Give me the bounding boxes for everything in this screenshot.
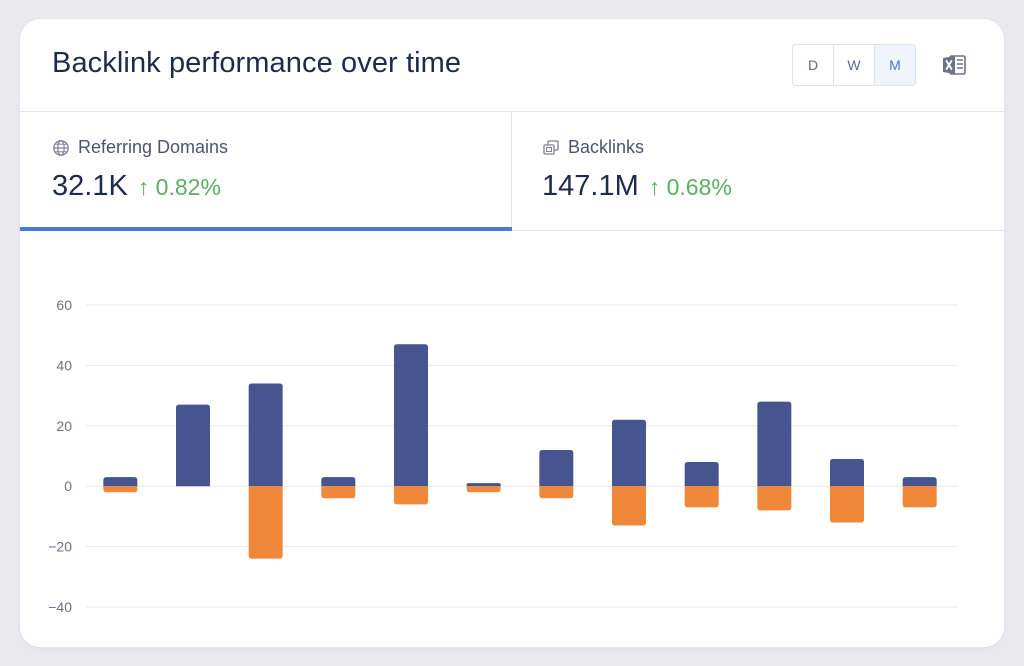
metric-value: 32.1K xyxy=(52,170,128,202)
metric-label: Referring Domains xyxy=(52,137,228,158)
bar-chart: 60 40 20 0 −20 −40 xyxy=(20,259,1004,619)
metric-label: Backlinks xyxy=(542,137,644,158)
backlink-performance-card: Backlink performance over time D W M xyxy=(20,19,1004,647)
bar-lost[interactable] xyxy=(103,486,138,493)
metric-change: ↑ 0.82% xyxy=(137,174,221,200)
bar-gained[interactable] xyxy=(830,459,864,487)
bar-gained[interactable] xyxy=(539,449,574,487)
bar-gained[interactable] xyxy=(103,477,138,487)
y-tick-label: 0 xyxy=(64,478,72,494)
bar-lost[interactable] xyxy=(612,486,646,526)
metric-value: 147.1M xyxy=(542,170,639,202)
bar-lost[interactable] xyxy=(321,486,356,499)
bar-gained[interactable] xyxy=(612,419,646,487)
period-switcher: D W M xyxy=(792,44,916,86)
y-tick-label: 60 xyxy=(56,297,72,313)
excel-export-icon[interactable] xyxy=(942,54,966,76)
metrics-row: Referring Domains 32.1K ↑ 0.82% Backlink… xyxy=(20,112,1004,231)
bar-lost[interactable] xyxy=(466,486,501,493)
bar-lost[interactable] xyxy=(539,486,574,499)
globe-icon xyxy=(53,139,69,156)
metric-label-text: Backlinks xyxy=(568,137,645,157)
metric-value-row: 147.1M ↑ 0.68% xyxy=(542,170,732,203)
card-title: Backlink performance over time xyxy=(52,47,462,79)
bar-gained[interactable] xyxy=(902,477,937,487)
links-icon xyxy=(543,139,559,155)
y-tick-label: −40 xyxy=(48,599,72,615)
metric-backlinks[interactable]: Backlinks 147.1M ↑ 0.68% xyxy=(512,112,1004,230)
metric-referring-domains[interactable]: Referring Domains 32.1K ↑ 0.82% xyxy=(20,112,512,231)
metric-value-row: 32.1K ↑ 0.82% xyxy=(52,170,221,203)
bar-lost[interactable] xyxy=(394,486,428,505)
y-tick-label: 40 xyxy=(56,357,72,373)
period-month-button[interactable]: M xyxy=(875,45,915,85)
active-tab-underline xyxy=(20,227,512,231)
y-tick-label: 20 xyxy=(56,418,72,434)
period-week-button[interactable]: W xyxy=(834,45,875,85)
bar-gained[interactable] xyxy=(176,404,210,487)
bar-gained[interactable] xyxy=(466,483,501,487)
metric-label-text: Referring Domains xyxy=(78,137,229,157)
metric-change: ↑ 0.68% xyxy=(648,174,732,200)
y-tick-label: −20 xyxy=(48,539,72,555)
bar-gained[interactable] xyxy=(757,401,792,487)
period-day-button[interactable]: D xyxy=(793,45,834,85)
bar-lost[interactable] xyxy=(830,486,864,523)
bar-lost[interactable] xyxy=(757,486,792,511)
bar-gained[interactable] xyxy=(394,344,428,487)
bar-lost[interactable] xyxy=(248,486,283,559)
bar-lost[interactable] xyxy=(902,486,937,508)
bar-gained[interactable] xyxy=(684,462,719,487)
bar-gained[interactable] xyxy=(248,383,283,487)
bar-lost[interactable] xyxy=(684,486,719,508)
card-header: Backlink performance over time D W M xyxy=(20,19,1004,112)
bar-gained[interactable] xyxy=(321,477,356,487)
